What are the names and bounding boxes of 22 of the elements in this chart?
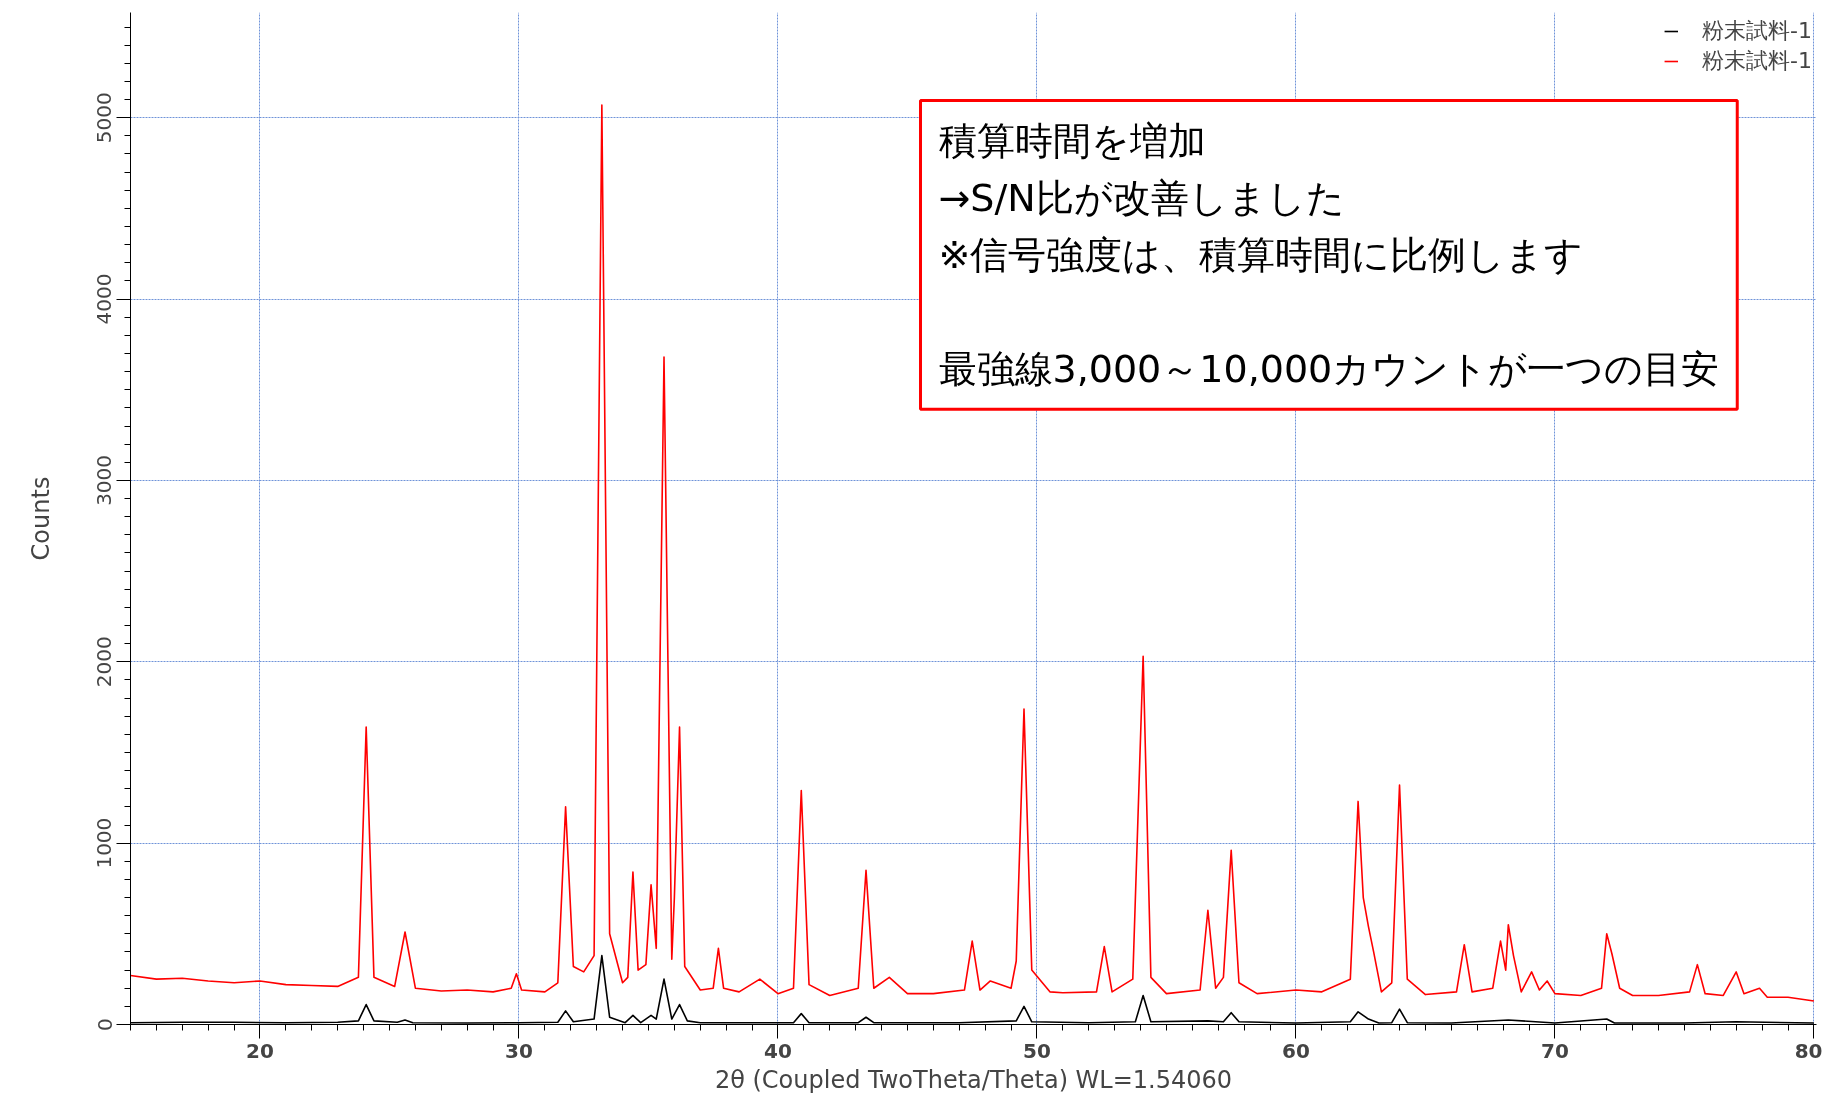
- line-series: [130, 104, 1815, 1002]
- legend-label: 粉末試料-1: [1702, 17, 1812, 45]
- annotation: ※信号強度は、積算時間に比例します: [938, 232, 1584, 277]
- x-tick-label: 60: [1282, 1038, 1310, 1063]
- y-tick-label: 5000: [92, 92, 117, 144]
- y-tick-label: 3000: [92, 454, 117, 506]
- x-tick-label: 80: [1794, 1038, 1822, 1063]
- x-tick-label: 40: [764, 1038, 792, 1063]
- x-tick-label: 30: [505, 1038, 533, 1063]
- x-tick-label: 70: [1541, 1038, 1569, 1063]
- y-tick-label: 0: [92, 1018, 117, 1031]
- y-tick-label: 4000: [92, 273, 117, 325]
- annotation: 積算時間を増加: [938, 118, 1206, 163]
- y-tick-label: 1000: [92, 817, 117, 869]
- annotation: →S/N比が改善しました: [938, 175, 1345, 220]
- y-tick-label: 2000: [92, 636, 117, 688]
- x-tick-label: 20: [246, 1038, 274, 1063]
- legend-label: 粉末試料-1: [1702, 47, 1812, 75]
- annotation: 最強線3,000～10,000カウントが一つの目安: [938, 347, 1720, 392]
- x-tick-label: 50: [1023, 1038, 1051, 1063]
- x-axis-title: 2θ (Coupled TwoTheta/Theta) WL=1.54060: [714, 1065, 1233, 1094]
- y-axis-title: Counts: [26, 476, 55, 561]
